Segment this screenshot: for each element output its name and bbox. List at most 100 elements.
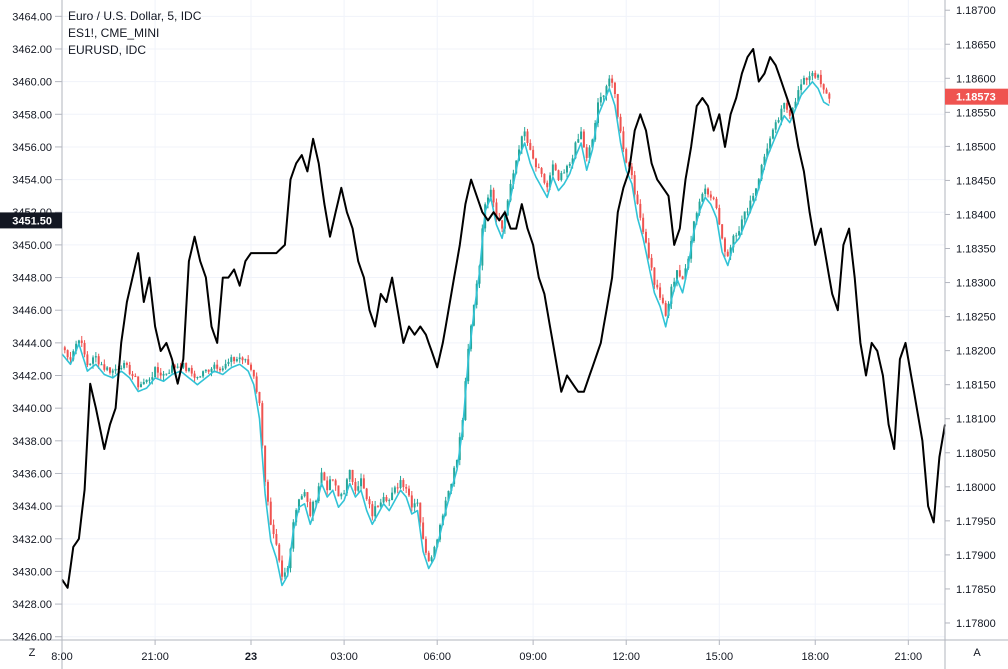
candle-body [577, 139, 580, 143]
right-axis-tick: 1.18550 [956, 107, 996, 119]
candle-body [193, 373, 196, 378]
chart-grid [61, 0, 945, 640]
candle-body [447, 490, 450, 501]
candle-body [735, 235, 738, 237]
candle-body [534, 158, 537, 168]
candle-body [103, 364, 106, 370]
candle-body [802, 77, 805, 85]
candle-body [585, 147, 588, 158]
candle-body [199, 376, 202, 378]
candle-body [326, 480, 329, 491]
left-axis-tick: 3464.00 [12, 11, 52, 23]
candle-body [402, 480, 405, 488]
candle-body [281, 560, 284, 577]
candle-body [413, 503, 416, 508]
candle-body [244, 359, 247, 361]
right-last-price-box [945, 88, 1008, 105]
candle-body [568, 163, 571, 166]
candle-body [108, 367, 111, 373]
zoom-reset-button[interactable]: Z [28, 647, 36, 659]
candle-body [650, 257, 653, 268]
candle-body [75, 343, 78, 352]
legend-es-symbol[interactable]: ES1!, CME_MINI [68, 26, 160, 40]
candle-body [379, 502, 382, 507]
es-line [61, 48, 946, 589]
candle-body [331, 479, 334, 481]
candle-body [551, 164, 554, 176]
candle-body [591, 139, 594, 148]
time-axis-tick: 15:00 [706, 651, 734, 663]
candle-body [537, 167, 540, 169]
candle-body [97, 356, 100, 365]
candle-body [771, 129, 774, 139]
candle-body [131, 374, 134, 377]
candle-body [424, 538, 427, 553]
candle-body [106, 367, 109, 370]
time-axis-tick: 12:00 [612, 651, 640, 663]
candle-body [721, 224, 724, 239]
candle-body [252, 369, 255, 377]
right-axis-tick: 1.17850 [956, 584, 996, 596]
left-axis-tick: 3456.00 [12, 142, 52, 154]
left-last-price-label: 3451.50 [12, 215, 52, 227]
candle-body [808, 76, 811, 81]
candle-body [391, 492, 394, 501]
candle-body [605, 86, 608, 96]
candle-body [329, 479, 332, 491]
chart-legend: Euro / U.S. Dollar, 5, IDC ES1!, CME_MIN… [68, 8, 201, 59]
candle-body [343, 493, 346, 495]
left-axis-tick: 3448.00 [12, 273, 52, 285]
candle-body [509, 183, 512, 201]
candle-body [337, 485, 340, 497]
candle-body [571, 158, 574, 164]
candle-body [805, 77, 808, 81]
candle-body [616, 94, 619, 117]
candle-body [142, 382, 145, 385]
candle-body [320, 472, 323, 487]
auto-scale-button[interactable]: A [973, 647, 981, 659]
candle-body [647, 242, 650, 258]
candle-body [681, 276, 684, 280]
candle-body [684, 268, 687, 280]
candle-body [145, 379, 148, 383]
candle-body [543, 173, 546, 183]
candle-body [763, 156, 766, 165]
left-last-price-box [0, 212, 62, 229]
candle-body [388, 500, 391, 502]
candle-body [266, 481, 269, 502]
candle-body [151, 377, 154, 380]
candle-body [644, 231, 647, 243]
candle-body [137, 376, 140, 388]
candle-body [66, 350, 69, 358]
candle-body [675, 270, 678, 282]
candle-body [774, 122, 777, 130]
candle-body [300, 496, 303, 500]
candle-body [100, 364, 103, 366]
candle-body [695, 213, 698, 222]
candle-body [495, 202, 498, 219]
left-axis-tick: 3434.00 [12, 501, 52, 513]
candle-body [698, 201, 701, 214]
candle-body [788, 109, 791, 116]
candle-body [752, 195, 755, 201]
candle-body [190, 367, 193, 374]
axis-labels: 3464.00 3462.00 3460.00 3458.00 3456.00 3454.… [0, 5, 1008, 663]
candle-body [588, 147, 591, 158]
candle-body [715, 198, 718, 209]
candle-body [718, 208, 721, 225]
candle-body [187, 367, 190, 371]
candle-body [656, 284, 659, 288]
legend-eurusd-symbol[interactable]: EURUSD, IDC [68, 43, 147, 57]
candle-body [512, 173, 515, 184]
candle-body [726, 251, 729, 257]
candle-body [83, 343, 86, 355]
candle-body [235, 359, 238, 362]
right-axis-tick: 1.17900 [956, 550, 996, 562]
candle-body [639, 203, 642, 218]
legend-main-symbol[interactable]: Euro / U.S. Dollar, 5, IDC [68, 9, 202, 23]
eurusd-line [61, 80, 830, 587]
left-axis-tick: 3458.00 [12, 109, 52, 121]
candle-body [410, 495, 413, 508]
candle-body [780, 108, 783, 121]
